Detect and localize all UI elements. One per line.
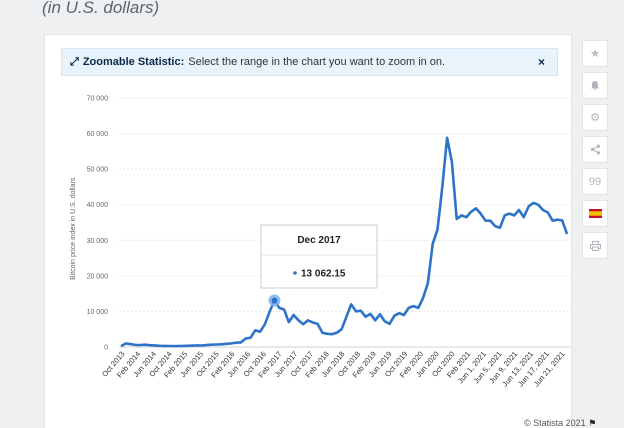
y-tick-label: 10 000 xyxy=(87,309,109,316)
tooltip-bullet-icon xyxy=(293,271,297,275)
flag-icon: ⚑ xyxy=(588,418,597,428)
tooltip-title: Dec 2017 xyxy=(297,235,341,246)
share-icon-shape xyxy=(590,144,600,155)
tooltip: Dec 2017 13 062.15 xyxy=(260,224,378,289)
y-axis-ticks: 0 10 000 20 000 30 000 40 000 50 000 60 000 70 … xyxy=(87,96,109,352)
y-tick-label: 20 000 xyxy=(87,273,109,280)
y-tick-label: 60 000 xyxy=(87,131,109,138)
zoom-banner-text: Select the range in the chart you want t… xyxy=(188,56,446,68)
bell-icon[interactable] xyxy=(582,72,608,99)
y-tick-label: 50 000 xyxy=(87,167,109,174)
close-icon[interactable]: × xyxy=(537,55,545,69)
print-icon[interactable] xyxy=(582,232,608,259)
bell-icon-shape xyxy=(591,81,599,91)
printer-shape xyxy=(589,240,601,251)
series-line xyxy=(120,136,569,348)
share-icon[interactable] xyxy=(582,136,608,163)
side-toolbar: ★ ⚙ 99 xyxy=(582,40,608,259)
y-axis-label: Bitcoin price index in U.S. dollars xyxy=(70,177,77,280)
zoom-banner: ⤢ Zoomable Statistic: Select the range i… xyxy=(61,48,558,76)
spain-flag-shape xyxy=(588,209,602,218)
highlight-point[interactable] xyxy=(271,297,278,304)
flag-icon[interactable] xyxy=(582,200,608,227)
chart-heading: (in U.S. dollars) xyxy=(42,0,160,17)
y-tick-label: 0 xyxy=(104,345,108,352)
expand-arrows-icon: ⤢ xyxy=(70,55,79,68)
credit-text: © Statista 2021 xyxy=(524,418,586,428)
y-tick-label: 30 000 xyxy=(87,238,109,245)
star-icon[interactable]: ★ xyxy=(582,40,608,67)
credit: © Statista 2021 ⚑ xyxy=(524,418,596,428)
gear-icon[interactable]: ⚙ xyxy=(582,104,608,131)
quote-icon[interactable]: 99 xyxy=(582,168,608,195)
y-tick-label: 70 000 xyxy=(87,96,109,103)
zoom-banner-label: Zoomable Statistic: xyxy=(82,56,185,68)
tooltip-value: 13 062.15 xyxy=(301,269,346,280)
y-tick-label: 40 000 xyxy=(87,202,109,209)
